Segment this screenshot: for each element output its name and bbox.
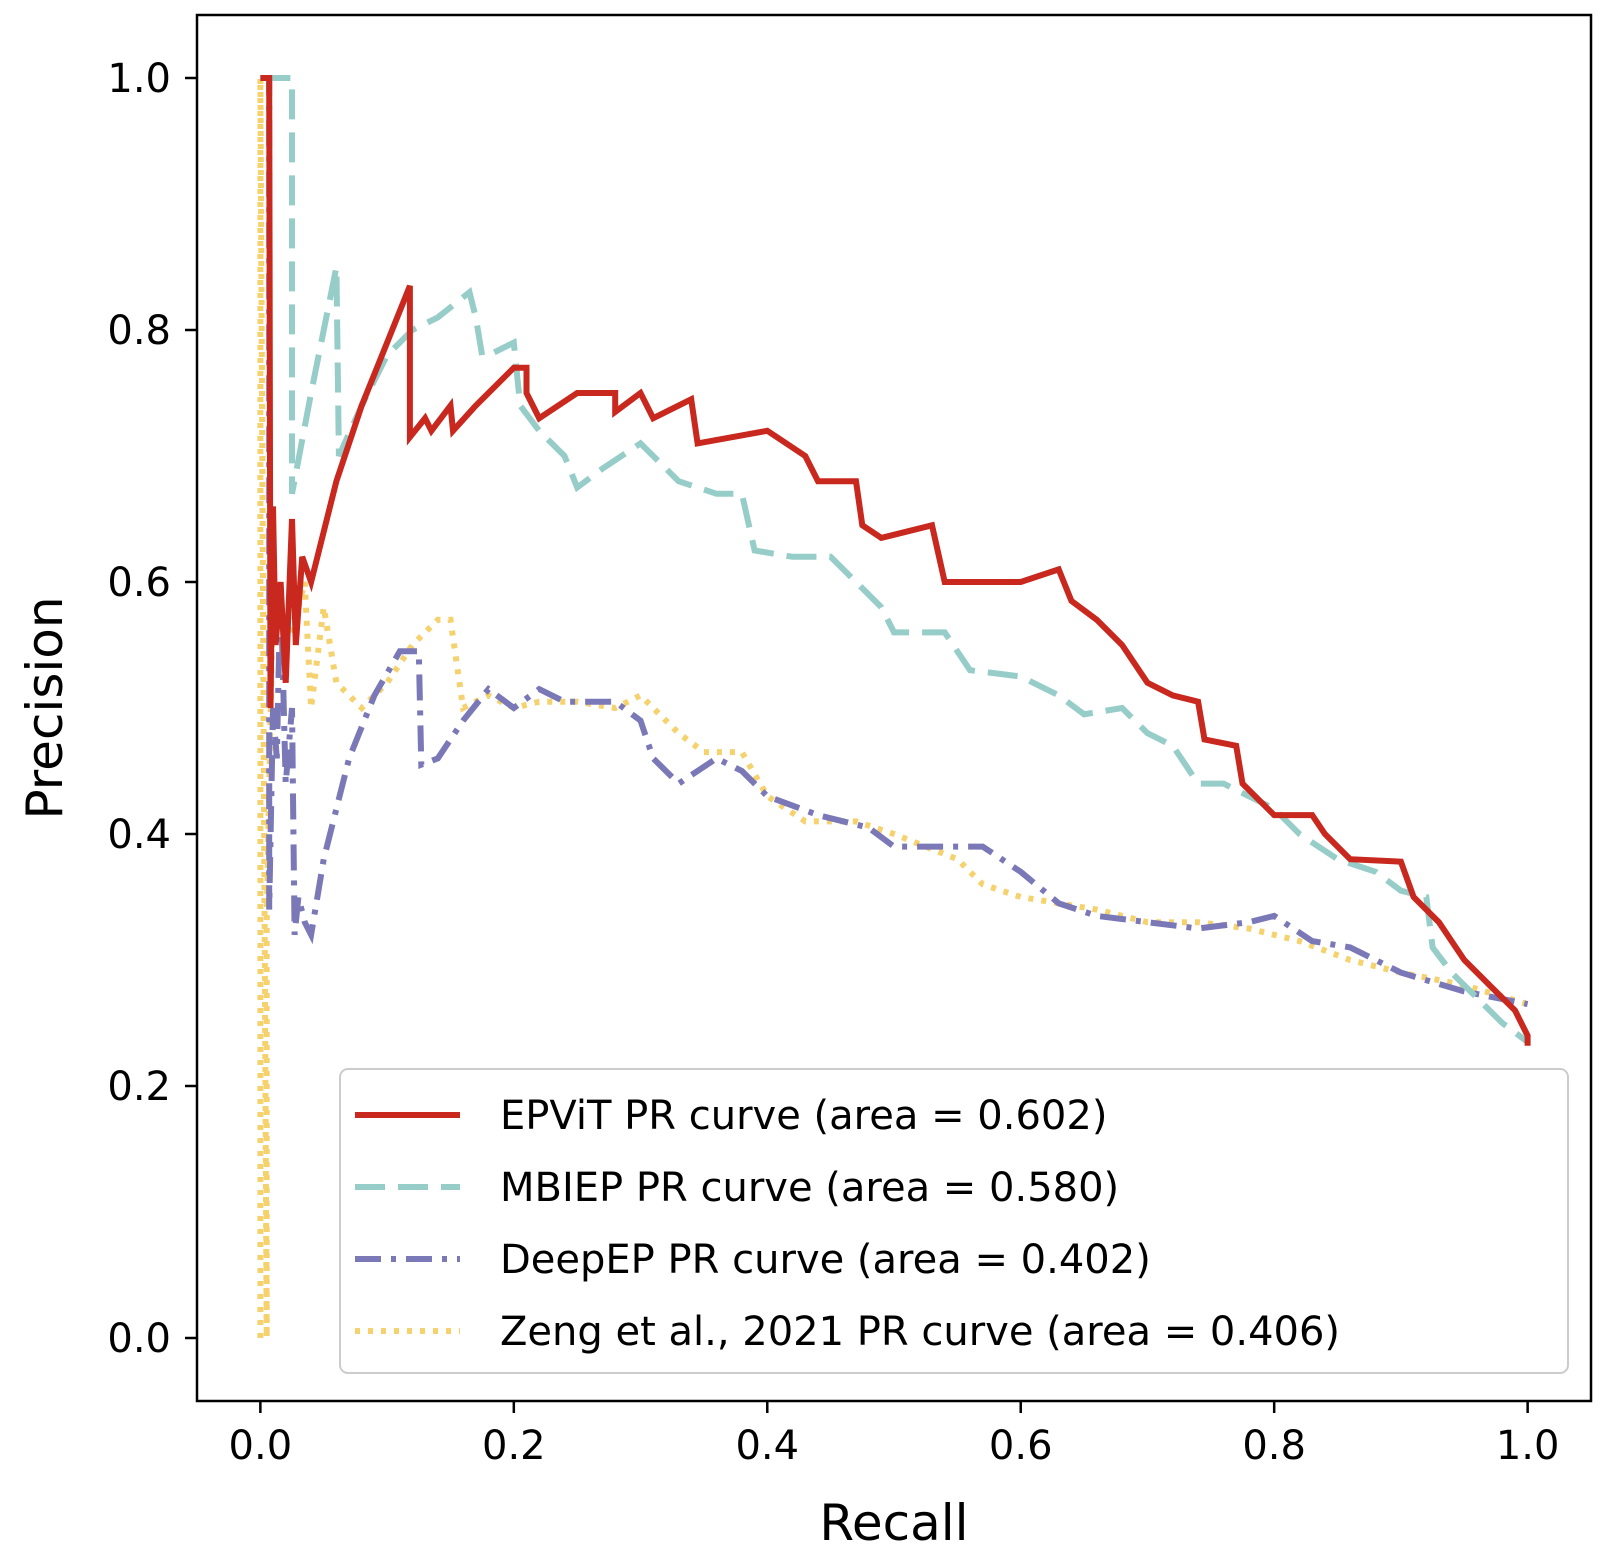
- y-tick-label: 0.0: [107, 1316, 171, 1362]
- x-tick-label: 0.2: [482, 1423, 546, 1469]
- series-line-3: [260, 75, 1529, 1008]
- x-tick-label: 1.0: [1496, 1423, 1560, 1469]
- series-layer: [257, 75, 1531, 1339]
- legend-label-4: Zeng et al., 2021 PR curve (area = 0.406…: [500, 1309, 1340, 1355]
- x-axis-label: Recall: [819, 1494, 968, 1552]
- series-line-1: [260, 75, 1531, 1046]
- legend-label-1: EPViT PR curve (area = 0.602): [500, 1093, 1107, 1139]
- legend-label-2: MBIEP PR curve (area = 0.580): [500, 1165, 1119, 1211]
- y-tick-label: 0.2: [107, 1064, 171, 1110]
- x-axis-ticks: 0.0 0.2 0.4 0.6 0.8 1.0: [229, 1401, 1560, 1469]
- x-tick-label: 0.0: [229, 1423, 293, 1469]
- y-tick-label: 0.4: [107, 812, 171, 858]
- y-tick-label: 1.0: [107, 56, 171, 102]
- series-line-4: [257, 77, 1529, 1339]
- y-tick-label: 0.6: [107, 560, 171, 606]
- x-tick-label: 0.4: [735, 1423, 799, 1469]
- legend: EPViT PR curve (area = 0.602) MBIEP PR cu…: [339, 1068, 1569, 1374]
- y-tick-label: 0.8: [107, 308, 171, 354]
- plot-frame: [195, 13, 1593, 1403]
- x-tick-label: 0.8: [1242, 1423, 1306, 1469]
- legend-frame: [339, 1068, 1569, 1374]
- x-tick-label: 0.6: [989, 1423, 1053, 1469]
- legend-label-3: DeepEP PR curve (area = 0.402): [500, 1237, 1151, 1283]
- y-axis-ticks: 0.0 0.2 0.4 0.6 0.8 1.0: [107, 56, 197, 1362]
- series-line-2: [260, 75, 1530, 1045]
- y-axis-label: Precision: [16, 596, 74, 819]
